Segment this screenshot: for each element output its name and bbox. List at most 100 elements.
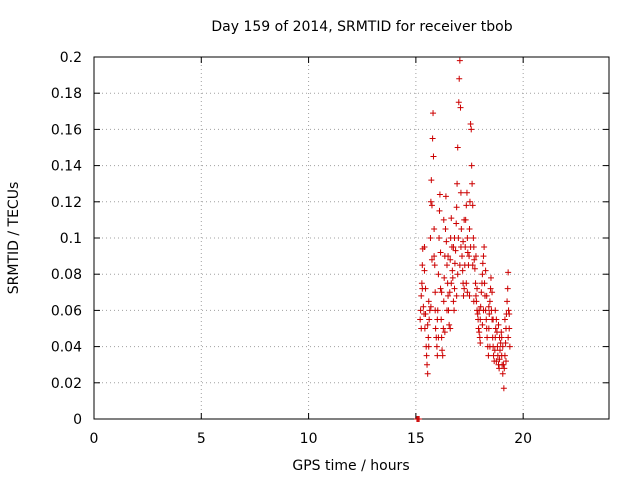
data-point	[419, 262, 426, 269]
data-point	[461, 216, 468, 223]
data-point	[478, 289, 485, 296]
data-point	[448, 215, 455, 222]
tick-labels: 0 5 10 15 20 0 0.02 0.04 0.06 0.08 0.1 0.12 0.14 0.16…	[51, 50, 532, 447]
data-point	[495, 321, 502, 328]
data-point	[467, 244, 474, 251]
y-axis-label: SRMTID / TECUs	[6, 182, 22, 295]
data-point	[469, 202, 476, 209]
data-point	[482, 267, 489, 274]
data-point	[475, 325, 482, 332]
data-point	[428, 256, 435, 263]
data-point	[449, 274, 456, 281]
data-point	[460, 238, 467, 245]
data-point	[486, 311, 493, 318]
y-tick-label: 0.18	[51, 86, 82, 102]
data-point	[451, 260, 458, 267]
data-point	[427, 198, 434, 205]
data-point	[450, 244, 457, 251]
data-point	[466, 225, 473, 232]
data-point	[492, 307, 499, 314]
data-point	[457, 189, 464, 196]
y-tick-label: 0.16	[51, 122, 82, 138]
data-point	[470, 298, 477, 305]
y-tick-label: 0.08	[51, 267, 82, 283]
data-point	[416, 416, 423, 422]
data-point	[469, 262, 476, 269]
data-point	[431, 262, 438, 269]
data-point	[441, 329, 448, 336]
data-point	[443, 262, 450, 269]
data-point	[464, 235, 471, 241]
data-point	[470, 235, 477, 241]
data-point	[464, 249, 471, 256]
data-points	[413, 57, 513, 422]
data-point	[468, 126, 475, 133]
data-point	[469, 180, 476, 187]
data-point	[450, 298, 457, 305]
data-point	[463, 202, 470, 209]
data-point	[480, 253, 487, 260]
x-axis-label: GPS time / hours	[292, 458, 409, 474]
data-point	[448, 280, 455, 287]
data-point	[418, 280, 425, 287]
data-point	[499, 343, 506, 350]
data-point	[500, 361, 507, 368]
data-point	[466, 292, 473, 299]
data-point	[426, 316, 433, 323]
data-point	[426, 307, 433, 314]
data-point	[417, 307, 424, 314]
data-point	[442, 225, 449, 232]
data-point	[437, 285, 444, 292]
data-point	[502, 339, 509, 346]
data-point	[425, 334, 432, 341]
data-point	[418, 325, 425, 332]
data-point	[453, 204, 460, 211]
data-point	[449, 267, 456, 274]
data-point	[443, 307, 450, 314]
grid	[94, 57, 609, 419]
y-tick-label: 0.2	[60, 50, 82, 66]
data-point	[425, 343, 432, 350]
data-point	[459, 253, 466, 260]
data-point	[496, 356, 503, 363]
data-point	[505, 307, 512, 314]
data-point	[489, 289, 496, 296]
data-point	[447, 256, 454, 263]
data-point	[472, 292, 479, 299]
data-point	[500, 385, 507, 392]
data-point	[436, 235, 443, 241]
data-point	[485, 303, 492, 310]
data-point	[445, 253, 452, 260]
data-point	[501, 352, 508, 359]
y-tick-label: 0.06	[51, 303, 82, 319]
plot-frame	[93, 56, 610, 420]
data-point	[433, 343, 440, 350]
data-point	[419, 285, 426, 292]
data-point	[464, 289, 471, 296]
data-point	[423, 352, 430, 359]
data-point	[506, 325, 513, 332]
data-point	[479, 260, 486, 267]
data-point	[471, 256, 478, 263]
data-point	[431, 253, 438, 260]
data-point	[483, 316, 490, 323]
data-point	[430, 110, 437, 117]
data-point	[456, 262, 463, 269]
data-point	[424, 321, 431, 328]
data-point	[486, 298, 493, 305]
data-point	[446, 321, 453, 328]
data-point	[474, 285, 481, 292]
data-point	[486, 343, 493, 350]
data-point	[477, 339, 484, 346]
data-point	[479, 271, 486, 278]
data-point	[496, 347, 503, 354]
data-point	[440, 325, 447, 332]
data-point	[460, 292, 467, 299]
data-point	[506, 343, 513, 350]
data-point	[443, 238, 450, 245]
data-point	[435, 271, 442, 278]
data-point	[453, 292, 460, 299]
data-point	[421, 267, 428, 274]
axis-ticks	[93, 56, 609, 420]
data-point	[503, 358, 509, 365]
